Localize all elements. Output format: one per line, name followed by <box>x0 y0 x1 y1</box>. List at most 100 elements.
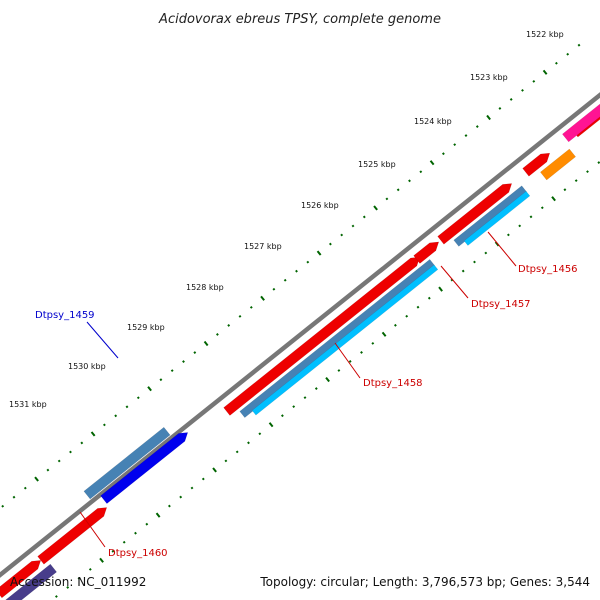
tick-mark <box>247 441 250 445</box>
tick-mark <box>238 314 242 318</box>
tick-mark <box>201 477 205 481</box>
gene-label[interactable]: Dtpsy_1460 <box>108 548 168 559</box>
tick-mark <box>99 557 104 563</box>
tick-mark <box>167 504 171 508</box>
tick-mark <box>114 414 118 418</box>
feature-tracks[interactable] <box>0 93 600 600</box>
tick-mark <box>574 179 578 183</box>
tick-mark <box>577 43 581 47</box>
gene-label[interactable]: Dtpsy_1458 <box>363 378 423 389</box>
cds-bar-dtpsy-1460[interactable] <box>0 563 57 600</box>
tick-mark <box>159 378 163 382</box>
cds-bar-dtpsy-1458[interactable] <box>239 259 436 418</box>
position-label: 1528 kbp <box>186 283 224 292</box>
tick-mark <box>498 107 502 110</box>
tick-mark <box>260 295 265 301</box>
tick-mark <box>190 486 194 490</box>
tick-mark <box>155 512 161 518</box>
tick-mark <box>453 143 457 147</box>
position-label: 1522 kbp <box>526 30 564 39</box>
tick-mark <box>90 431 96 437</box>
tick-mark <box>111 549 115 553</box>
tick-mark <box>328 242 332 246</box>
position-label: 1529 kbp <box>127 323 165 332</box>
tick-mark <box>381 331 387 337</box>
tick-mark <box>224 459 228 463</box>
tick-mark <box>235 450 239 454</box>
tick-mark <box>272 287 276 291</box>
tick-mark <box>362 215 366 219</box>
tick-mark <box>461 269 465 273</box>
tick-mark <box>170 369 174 373</box>
gene-label[interactable]: Dtpsy_1456 <box>518 264 578 275</box>
callout-line <box>487 231 517 267</box>
tick-mark <box>23 486 27 490</box>
tick-mark <box>1 504 5 508</box>
callout-line <box>334 342 361 379</box>
tick-mark <box>280 414 284 418</box>
tick-mark <box>540 206 544 210</box>
tick-mark <box>484 251 488 255</box>
accession-text: Accession: NC_011992 <box>10 575 146 589</box>
cds-bar-dtpsy-1457-cyan[interactable] <box>463 190 531 246</box>
backbone-line <box>0 92 600 578</box>
cds-bar-pink[interactable] <box>562 96 600 143</box>
tick-mark <box>57 459 61 463</box>
tick-mark <box>419 170 423 174</box>
gene-callouts: Dtpsy_1456 Dtpsy_1457 Dtpsy_1458 Dtpsy_1459… <box>35 231 578 559</box>
position-label: 1530 kbp <box>68 362 106 371</box>
tick-mark <box>566 52 570 56</box>
position-label: 1531 kbp <box>9 400 47 409</box>
position-label: 1526 kbp <box>301 201 339 210</box>
tick-mark <box>563 188 567 192</box>
tick-mark <box>46 468 50 472</box>
tick-mark <box>405 314 409 318</box>
tick-mark <box>542 69 548 75</box>
cds-bar-dtpsy-1458-cyan[interactable] <box>251 264 439 416</box>
tick-mark <box>373 205 378 211</box>
tick-mark <box>475 125 479 128</box>
cds-bar-dtpsy-1459-strand[interactable] <box>100 432 189 504</box>
tick-mark <box>125 405 129 409</box>
gene-label[interactable]: Dtpsy_1457 <box>471 299 531 310</box>
gene-bar-dtpsy-1458[interactable] <box>223 256 421 416</box>
genome-backbone <box>0 92 600 578</box>
tick-mark <box>295 269 298 273</box>
tick-mark <box>147 386 152 392</box>
tick-mark <box>509 98 513 101</box>
tick-mark <box>441 152 445 156</box>
position-label: 1527 kbp <box>244 242 282 251</box>
gene-bar-dtpsy-1460[interactable] <box>37 507 108 565</box>
tick-mark <box>438 286 443 292</box>
tick-mark <box>551 196 556 202</box>
tick-mark <box>473 260 476 264</box>
tick-mark <box>122 540 126 544</box>
tick-mark <box>506 233 510 237</box>
tick-mark <box>385 197 389 201</box>
gene-bar-small[interactable] <box>413 241 440 264</box>
callout-line <box>440 265 469 299</box>
gene-bar-dtpsy-1457[interactable] <box>437 183 513 245</box>
tick-mark <box>518 224 522 228</box>
gene-bar-dtpsy-1456[interactable] <box>522 152 551 177</box>
tick-mark <box>416 305 420 309</box>
tick-mark <box>227 324 231 327</box>
gene-bar-1461[interactable] <box>0 560 42 599</box>
tick-mark <box>532 79 536 83</box>
gene-label[interactable]: Dtpsy_1459 <box>35 310 95 321</box>
cds-bar-orange[interactable] <box>540 148 576 181</box>
cds-bar-dtpsy-1459[interactable] <box>83 426 171 500</box>
callout-line <box>79 511 106 548</box>
tick-mark <box>193 351 197 354</box>
tick-mark <box>212 467 217 473</box>
tick-mark <box>351 224 355 228</box>
tick-mark <box>54 595 58 598</box>
tick-mark <box>12 495 16 499</box>
tick-mark <box>521 88 524 92</box>
tick-mark <box>77 577 81 580</box>
tick-mark <box>258 432 262 436</box>
tick-mark <box>586 170 589 174</box>
tick-mark <box>145 522 149 526</box>
tick-mark <box>136 396 140 400</box>
